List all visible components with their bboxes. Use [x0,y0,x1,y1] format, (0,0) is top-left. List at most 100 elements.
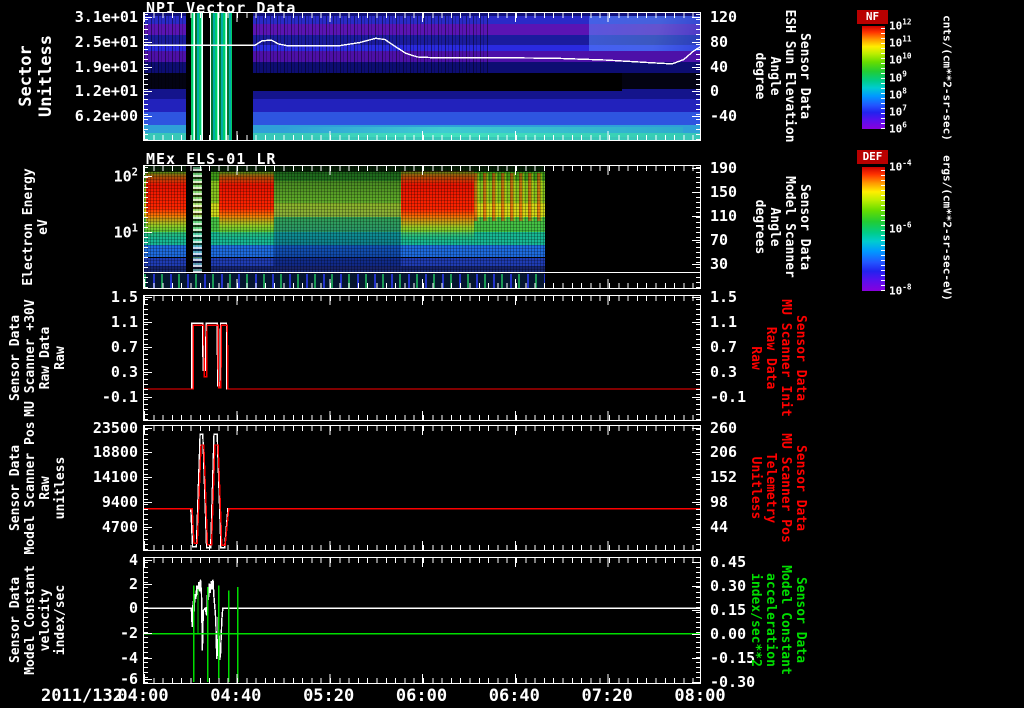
panel-scanner-pos [143,425,701,551]
tick-label: 18800 [92,443,138,461]
heat-band [144,51,700,62]
tick-label: 206 [710,443,738,461]
tick-label: 102 [113,166,138,186]
heat-band [144,266,546,274]
heat-overlay [249,72,623,92]
y-axis-title: Sensor Data Model Scanner Pos Raw unitless [8,421,68,555]
colorbar-tick-label: 10-6 [889,220,912,236]
tick-label: 260 [710,419,738,437]
colorbar-tick-label: 1012 [889,17,912,33]
tick-label: 0.00 [710,625,747,643]
def-colorbar [861,166,886,292]
tick-label: 2.5e+01 [74,33,138,51]
tick-label: 1.5 [710,288,738,306]
heat-overlay [473,173,546,221]
tick-label: 0.3 [110,363,138,381]
tick-label: 1.9e+01 [74,58,138,76]
nf-colorbar-units: cnts/(cm**2-sr-sec) [940,15,954,141]
heat-band [144,112,700,125]
tick-label: 0.7 [710,338,738,356]
tick-label: 0 [710,82,720,100]
tick-label: 4700 [101,518,138,536]
tick-label: 190 [710,159,738,177]
tick-label: 3.1e+01 [74,8,138,26]
heat-overlay [186,13,191,140]
def-colorbar-label: DEF [857,150,888,164]
colorbar-tick-label: 108 [889,86,907,101]
panel-npi-spectrogram [143,12,701,141]
heat-overlay [193,166,202,280]
tick-label: 14100 [92,468,138,486]
tick-label: 4 [128,551,138,569]
heat-overlay [202,13,210,140]
tick-label: 1.2e+01 [74,82,138,100]
panel-els-spectrogram [143,165,701,289]
tick-label: 0.30 [710,577,747,595]
right-axis-title: Sensor Data Model Constant acceleration ind… [748,565,808,675]
tick-label: 1.1 [710,313,738,331]
time-tick-label: 06:00 [395,686,448,706]
tick-label: 0.45 [710,553,747,571]
tick-label: 120 [710,8,738,26]
tick-label: 80 [710,33,729,51]
model-constant-lines [144,579,700,682]
npi-heatmap [144,13,700,140]
tick-label: 6.2e+00 [74,107,138,125]
tick-label: 40 [710,58,729,76]
nf-colorbar-label: NF [857,10,888,24]
esh-elevation-line [144,37,700,65]
tick-label: 30 [710,255,729,273]
tick-label: 2 [128,575,138,593]
time-tick-label: 04:00 [117,686,169,706]
tick-label: 0.3 [710,363,738,381]
tick-label: -4 [119,649,138,667]
heat-band [144,124,700,133]
panel-model-constant [143,557,701,684]
right-axis-title: Sensor Data MU Scanner Init Raw Data Raw [748,299,808,417]
heat-band [144,24,700,35]
colorbar-tick-label: 1010 [889,52,912,67]
right-axis-title: Sensor Data MU Scanner Pos Telemetry Unitle… [748,433,808,543]
y-axis-title: Sensor Data Model Constant velocity index/s… [8,565,68,675]
tick-label: 150 [710,183,738,201]
heat-band [144,99,700,113]
tick-label: -2 [119,624,138,642]
tick-label: 23500 [92,419,138,437]
tick-label: 98 [710,493,729,511]
heat-overlay [185,166,194,280]
tick-label: 0.15 [710,601,747,619]
colorbar-tick-label: 1011 [889,34,912,50]
panel-mu-scanner-30v [143,295,701,421]
time-tick-label: 06:40 [488,686,540,706]
def-colorbar-units: ergs/(cm**2-sr-sec-eV) [940,155,954,301]
heat-overlay [201,166,212,280]
heat-overlay [190,13,232,140]
scanner-pos-lines [144,433,700,549]
els-heatmap [144,166,700,288]
tick-label: 44 [710,518,729,536]
y-axis-title: Sensor Data MU Scanner +30V Raw Data Raw [8,299,68,417]
tick-label: -0.1 [101,388,138,406]
colorbar-tick-label: 10-4 [889,158,912,174]
tick-label: -40 [710,107,738,125]
tick-label: 9400 [101,493,138,511]
tick-label: 152 [710,468,738,486]
y-axis-title: Sector Unitless [16,35,56,117]
nf-colorbar [861,25,886,130]
right-axis-title: Sensor Data ESH Sun Elevation Angle degree [752,9,812,143]
right-axis-title: Sensor Data Model Scanner Angle degrees [752,176,812,278]
heat-band [144,44,700,52]
heat-overlay [146,170,187,240]
heat-band [144,34,700,45]
colorbar-tick-label: 106 [889,120,907,136]
tick-label: -0.1 [710,388,747,406]
date-label: 2011/132 [41,686,123,706]
time-tick-label: 05:20 [303,686,355,706]
y-axis-title: Electron Energy eV [21,168,51,286]
heat-band [144,89,700,100]
tick-label: 110 [710,207,738,225]
heat-overlay [273,172,402,267]
heat-overlay [219,170,274,240]
time-tick-label: 04:40 [210,686,262,706]
